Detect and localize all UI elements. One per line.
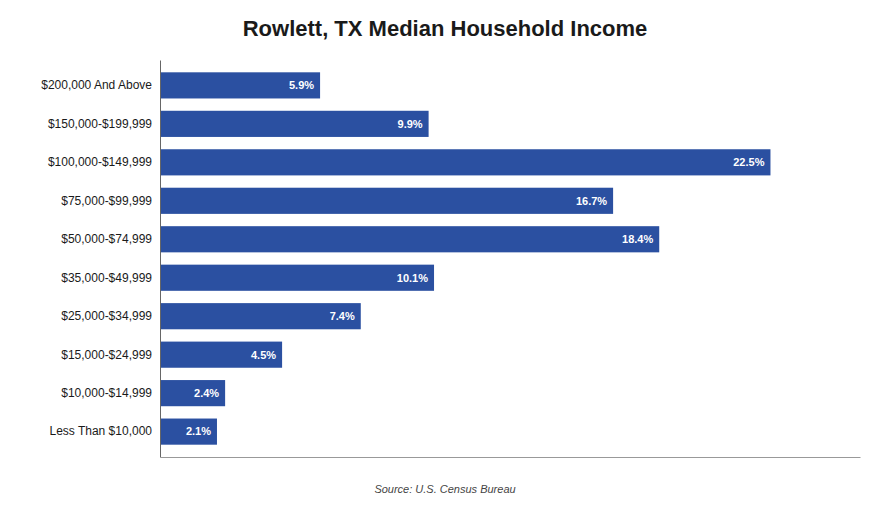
bar [160,111,429,137]
data-label: 4.5% [251,349,276,361]
data-label: 18.4% [622,233,653,245]
y-tick: $15,000-$24,999 [61,348,160,362]
y-tick: $75,000-$99,999 [61,194,160,208]
y-tick: $25,000-$34,999 [61,309,160,323]
y-tick-label: $75,000-$99,999 [61,194,152,208]
bar [160,342,282,368]
y-tick-label: $50,000-$74,999 [61,232,152,246]
data-label: 22.5% [733,156,764,168]
data-label: 2.4% [194,387,219,399]
y-axis: Less Than $10,000 $10,000-$14,999 $15,000-… [41,61,160,458]
chart-title: Rowlett, TX Median Household Income [243,16,648,41]
bar [160,188,613,214]
y-tick-label: $15,000-$24,999 [61,348,152,362]
bar [160,149,770,175]
data-label: 5.9% [289,79,314,91]
y-tick-label: $200,000 And Above [41,78,152,92]
y-tick: $200,000 And Above [41,78,160,92]
y-tick-label: $10,000-$14,999 [61,386,152,400]
y-tick-label: $100,000-$149,999 [48,155,152,169]
chart-container: Rowlett, TX Median Household Income Sourc… [0,0,890,507]
bar [160,419,217,445]
y-tick: Less Than $10,000 [49,424,160,438]
bar [160,303,361,329]
y-tick: $150,000-$199,999 [48,117,160,131]
bars [160,72,770,444]
data-label: 2.1% [186,425,211,437]
x-axis-line [161,457,861,458]
data-label: 9.9% [398,118,423,130]
y-tick: $35,000-$49,999 [61,271,160,285]
y-tick-label: $25,000-$34,999 [61,309,152,323]
y-tick: $100,000-$149,999 [48,155,160,169]
source-note: Source: U.S. Census Bureau [374,483,515,495]
y-tick-label: Less Than $10,000 [49,424,152,438]
chart-svg: Rowlett, TX Median Household Income Sourc… [0,0,890,507]
data-labels: 2.1% 2.4% 4.5% 7.4% 10.1% 18.4% 16.7% 22.5% 9.9%… [186,79,765,437]
y-tick-label: $150,000-$199,999 [48,117,152,131]
y-axis-line [160,61,161,458]
y-tick: $50,000-$74,999 [61,232,160,246]
y-tick-label: $35,000-$49,999 [61,271,152,285]
data-label: 16.7% [576,195,607,207]
x-axis [161,457,861,458]
data-label: 7.4% [330,310,355,322]
y-tick: $10,000-$14,999 [61,386,160,400]
bar [160,226,659,252]
bar [160,72,320,98]
plot-area: Less Than $10,000 $10,000-$14,999 $15,000-… [41,61,860,458]
bar [160,380,225,406]
data-label: 10.1% [397,272,428,284]
bar [160,265,434,291]
